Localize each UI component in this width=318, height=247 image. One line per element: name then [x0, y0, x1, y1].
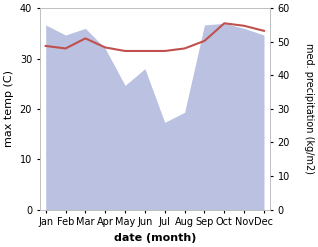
Y-axis label: med. precipitation (kg/m2): med. precipitation (kg/m2)	[304, 43, 314, 174]
Y-axis label: max temp (C): max temp (C)	[4, 70, 14, 147]
X-axis label: date (month): date (month)	[114, 233, 196, 243]
